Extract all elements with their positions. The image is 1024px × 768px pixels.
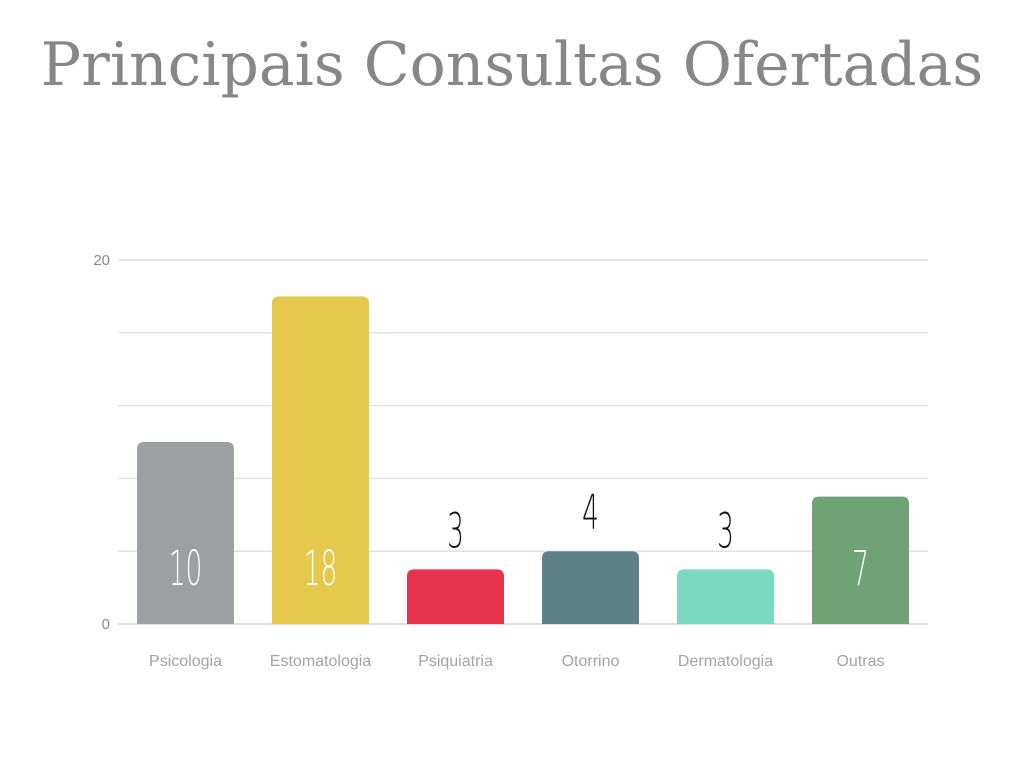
gridlines: [118, 259, 928, 625]
y-tick-label: 0: [102, 616, 110, 633]
bar-psicologia: [137, 442, 234, 624]
axis-labels: 0 20 Psicologia Estomatologia Psiquiatria Oto…: [93, 252, 884, 670]
data-label: 3: [717, 504, 734, 560]
bar-estomatologia: [272, 296, 369, 624]
bar-outras: [812, 496, 909, 624]
chart-title: Principais Consultas Ofertadas: [40, 30, 984, 100]
data-label: 10: [169, 542, 203, 598]
bar-dermatologia: [677, 569, 774, 624]
x-tick-label: Estomatologia: [270, 653, 371, 670]
x-tick-label: Outras: [836, 653, 884, 670]
data-label: 4: [582, 486, 599, 542]
data-label: 7: [852, 542, 869, 598]
data-label: 3: [447, 504, 464, 560]
x-tick-label: Psicologia: [149, 653, 222, 670]
bar-otorrino: [542, 551, 639, 624]
y-tick-label: 20: [93, 252, 110, 269]
data-labels: 10 18 3 4 3 7: [169, 486, 869, 598]
data-label: 18: [304, 542, 338, 598]
x-tick-label: Dermatologia: [678, 653, 773, 670]
bar-psiquiatria: [407, 569, 504, 624]
x-tick-label: Psiquiatria: [418, 653, 493, 670]
bars: [137, 296, 909, 624]
x-tick-label: Otorrino: [562, 653, 620, 670]
